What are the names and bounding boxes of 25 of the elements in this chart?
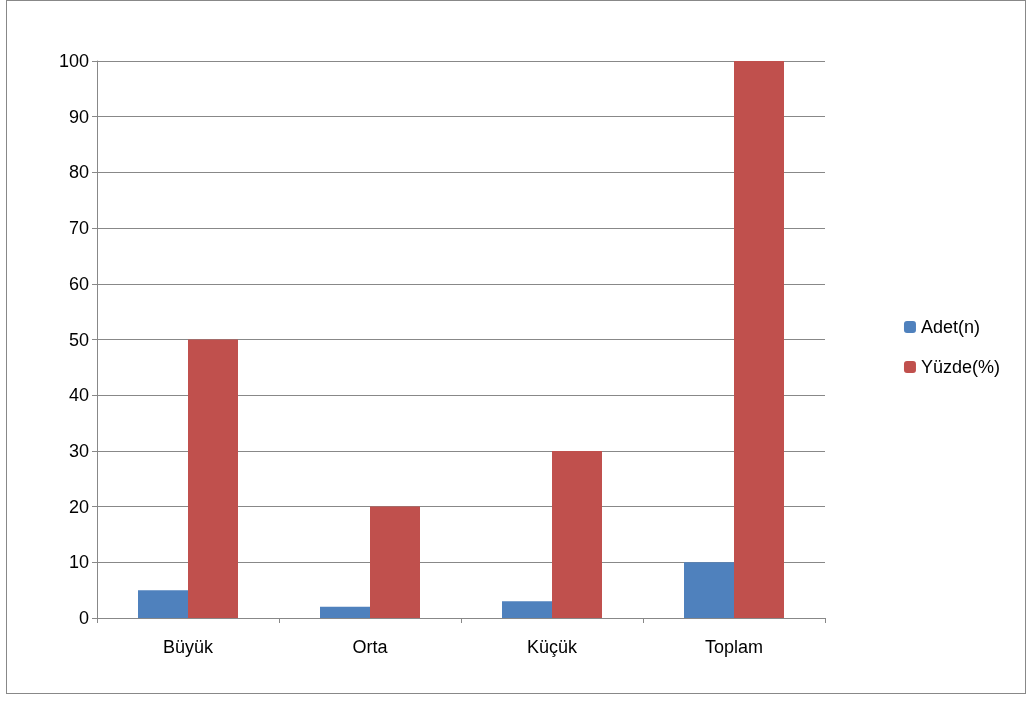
y-tick-label: 0 (78, 608, 89, 628)
bar (734, 61, 784, 618)
y-tick-label: 80 (68, 162, 89, 183)
legend-label: Adet(n) (920, 317, 980, 337)
legend-label: Yüzde(%) (920, 357, 1000, 377)
x-tick-label: Küçük (526, 637, 579, 657)
y-tick-label: 20 (68, 496, 89, 517)
x-tick-label: Orta (352, 637, 389, 657)
x-tick-label: Büyük (162, 637, 215, 657)
y-tick-label: 30 (68, 440, 89, 461)
bar (684, 562, 734, 618)
y-tick-label: 50 (68, 329, 89, 350)
bar (502, 601, 552, 618)
y-tick-label: 60 (68, 273, 89, 294)
y-tick-label: 90 (68, 106, 89, 127)
bar (188, 339, 238, 618)
bar (370, 506, 420, 618)
y-tick-label: 40 (68, 385, 89, 406)
y-tick-label: 100 (58, 51, 89, 71)
x-tick-label: Toplam (704, 637, 764, 657)
y-tick-label: 70 (68, 218, 89, 239)
bar (320, 606, 370, 618)
bar (138, 590, 188, 618)
bar (552, 450, 602, 618)
y-tick-label: 10 (68, 552, 89, 573)
